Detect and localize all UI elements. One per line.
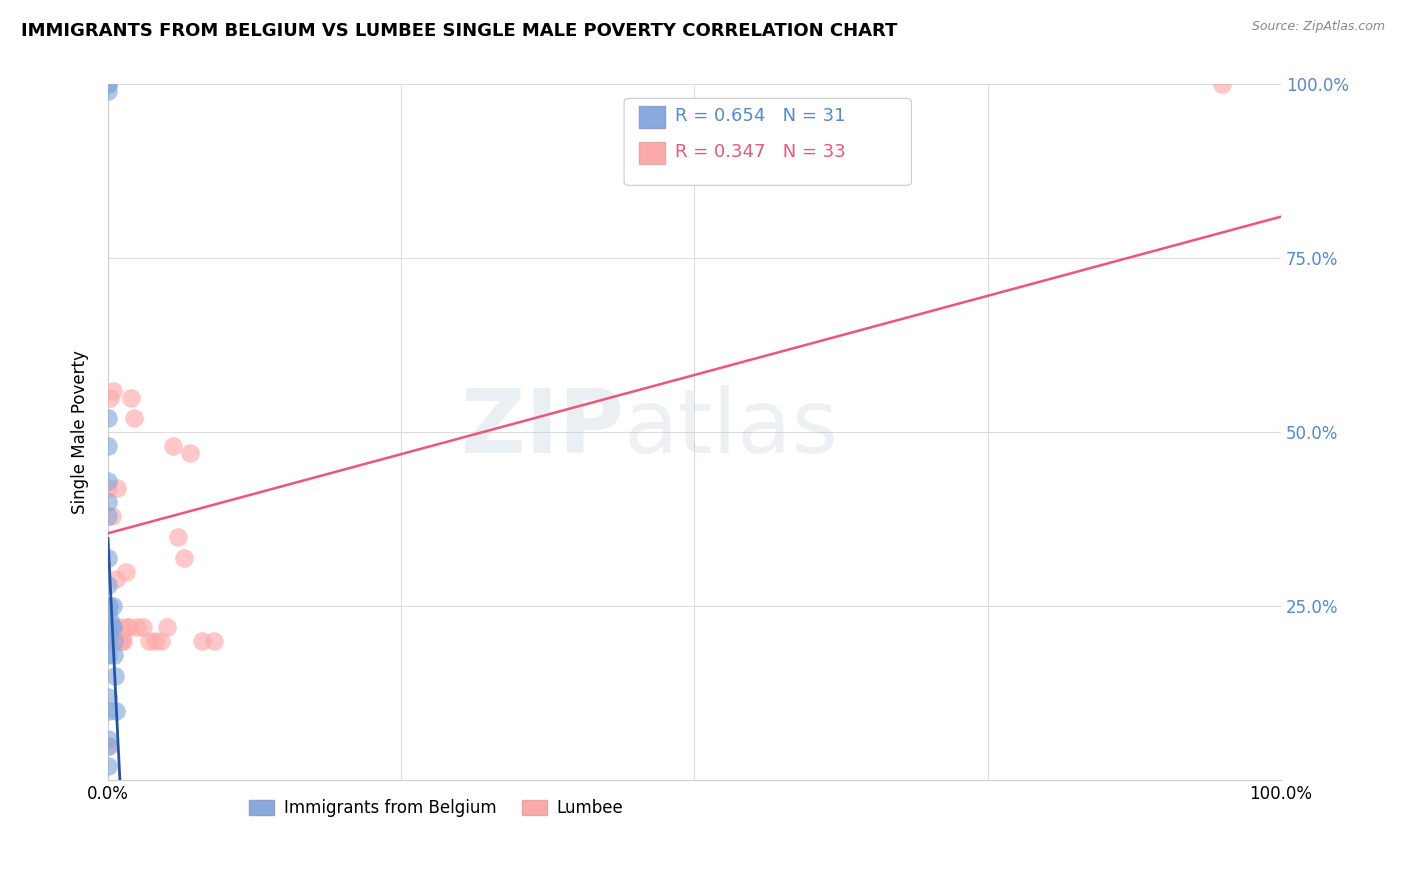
Point: [97, 439, 120, 453]
Point: [100, 634, 122, 648]
Point: [1211, 78, 1233, 92]
Point: [100, 508, 122, 523]
Point: [115, 620, 138, 634]
Point: [105, 572, 128, 586]
Y-axis label: Single Male Poverty: Single Male Poverty: [72, 351, 89, 515]
Point: [114, 565, 136, 579]
Point: [167, 530, 190, 544]
Point: [132, 620, 155, 634]
Point: [110, 634, 132, 648]
Point: [97, 607, 120, 621]
Point: [191, 634, 214, 648]
Point: [98, 613, 121, 627]
Point: [103, 648, 125, 662]
Point: [97, 759, 120, 773]
Point: [97, 411, 120, 425]
Point: [104, 634, 127, 648]
Point: [98, 620, 121, 634]
Point: [143, 634, 166, 648]
Point: [98, 391, 121, 405]
Point: [100, 620, 122, 634]
Point: [97, 78, 120, 92]
Point: [97, 704, 120, 718]
Point: [97, 620, 120, 634]
Point: [149, 634, 172, 648]
FancyBboxPatch shape: [640, 106, 665, 128]
FancyBboxPatch shape: [624, 98, 911, 186]
Point: [112, 634, 135, 648]
Point: [111, 634, 134, 648]
Point: [101, 599, 124, 614]
Point: [97, 495, 120, 509]
Point: [122, 411, 145, 425]
Point: [162, 439, 184, 453]
Text: R = 0.347   N = 33: R = 0.347 N = 33: [675, 143, 845, 161]
Point: [97, 84, 120, 98]
Point: [108, 620, 131, 634]
Point: [98, 739, 121, 753]
Point: [97, 634, 120, 648]
Text: Source: ZipAtlas.com: Source: ZipAtlas.com: [1251, 20, 1385, 33]
Point: [173, 550, 195, 565]
Point: [97, 550, 120, 565]
Point: [138, 634, 160, 648]
Point: [107, 634, 129, 648]
Point: [97, 78, 120, 92]
Legend: Immigrants from Belgium, Lumbee: Immigrants from Belgium, Lumbee: [243, 793, 630, 824]
Point: [105, 481, 128, 495]
Point: [120, 391, 142, 405]
Point: [104, 669, 127, 683]
Point: [97, 474, 120, 488]
Point: [97, 690, 120, 704]
FancyBboxPatch shape: [640, 142, 665, 164]
Point: [202, 634, 225, 648]
Point: [97, 627, 120, 641]
Text: R = 0.654   N = 31: R = 0.654 N = 31: [675, 107, 845, 125]
Text: atlas: atlas: [624, 385, 839, 473]
Point: [98, 599, 121, 614]
Point: [105, 704, 128, 718]
Point: [103, 634, 125, 648]
Point: [156, 620, 179, 634]
Point: [97, 599, 120, 614]
Point: [97, 481, 120, 495]
Point: [127, 620, 149, 634]
Point: [97, 508, 120, 523]
Text: IMMIGRANTS FROM BELGIUM VS LUMBEE SINGLE MALE POVERTY CORRELATION CHART: IMMIGRANTS FROM BELGIUM VS LUMBEE SINGLE…: [21, 22, 897, 40]
Point: [97, 578, 120, 592]
Point: [97, 731, 120, 746]
Point: [118, 620, 141, 634]
Point: [97, 648, 120, 662]
Point: [103, 620, 125, 634]
Text: ZIP: ZIP: [461, 385, 624, 473]
Point: [97, 739, 120, 753]
Point: [101, 384, 124, 398]
Point: [179, 446, 201, 460]
Point: [101, 620, 124, 634]
